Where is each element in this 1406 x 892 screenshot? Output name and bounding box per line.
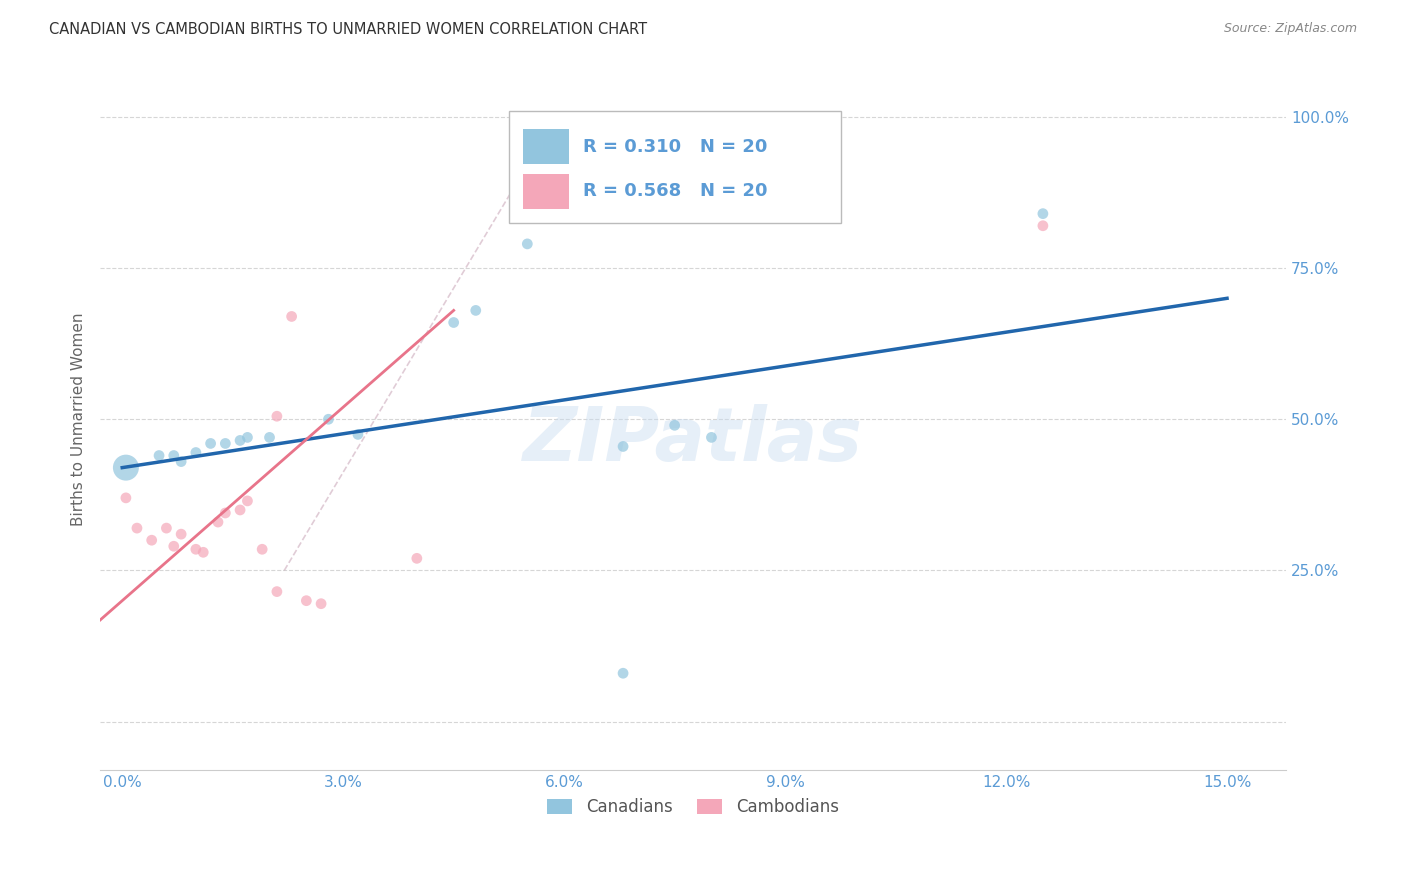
Point	[612, 666, 634, 681]
Point	[405, 551, 427, 566]
Y-axis label: Births to Unmarried Women: Births to Unmarried Women	[72, 312, 86, 526]
Point	[266, 584, 288, 599]
Point	[236, 430, 259, 444]
Legend: Canadians, Cambodians: Canadians, Cambodians	[538, 790, 846, 825]
Bar	[509, 111, 841, 223]
Point	[516, 236, 538, 251]
Point	[163, 449, 186, 463]
Point	[259, 430, 281, 444]
Point	[155, 521, 177, 535]
Point	[148, 449, 170, 463]
Text: ZIPatlas: ZIPatlas	[523, 404, 863, 477]
Text: R = 0.310   N = 20: R = 0.310 N = 20	[582, 137, 768, 155]
Point	[207, 515, 229, 529]
Point	[184, 445, 207, 459]
Point	[250, 542, 273, 557]
Point	[1032, 207, 1054, 221]
Point	[193, 545, 215, 559]
Point	[295, 593, 318, 607]
Point	[170, 527, 193, 541]
Point	[664, 418, 686, 433]
Point	[229, 503, 252, 517]
Point	[170, 454, 193, 468]
Point	[163, 539, 186, 553]
Point	[141, 533, 163, 548]
Point	[200, 436, 222, 450]
Point	[214, 436, 236, 450]
Bar	[523, 174, 568, 209]
Bar	[523, 129, 568, 164]
Text: Source: ZipAtlas.com: Source: ZipAtlas.com	[1223, 22, 1357, 36]
Point	[1032, 219, 1054, 233]
Point	[125, 521, 148, 535]
Point	[214, 506, 236, 520]
Point	[115, 491, 138, 505]
Point	[464, 303, 486, 318]
Text: R = 0.568   N = 20: R = 0.568 N = 20	[582, 183, 768, 201]
Point	[318, 412, 340, 426]
Point	[612, 440, 634, 454]
Point	[236, 494, 259, 508]
Point	[229, 434, 252, 448]
Point	[280, 310, 302, 324]
Point	[700, 430, 723, 444]
Point	[443, 316, 465, 330]
Point	[266, 409, 288, 424]
Text: CANADIAN VS CAMBODIAN BIRTHS TO UNMARRIED WOMEN CORRELATION CHART: CANADIAN VS CAMBODIAN BIRTHS TO UNMARRIE…	[49, 22, 647, 37]
Point	[347, 427, 370, 442]
Point	[309, 597, 332, 611]
Point	[184, 542, 207, 557]
Point	[115, 460, 138, 475]
